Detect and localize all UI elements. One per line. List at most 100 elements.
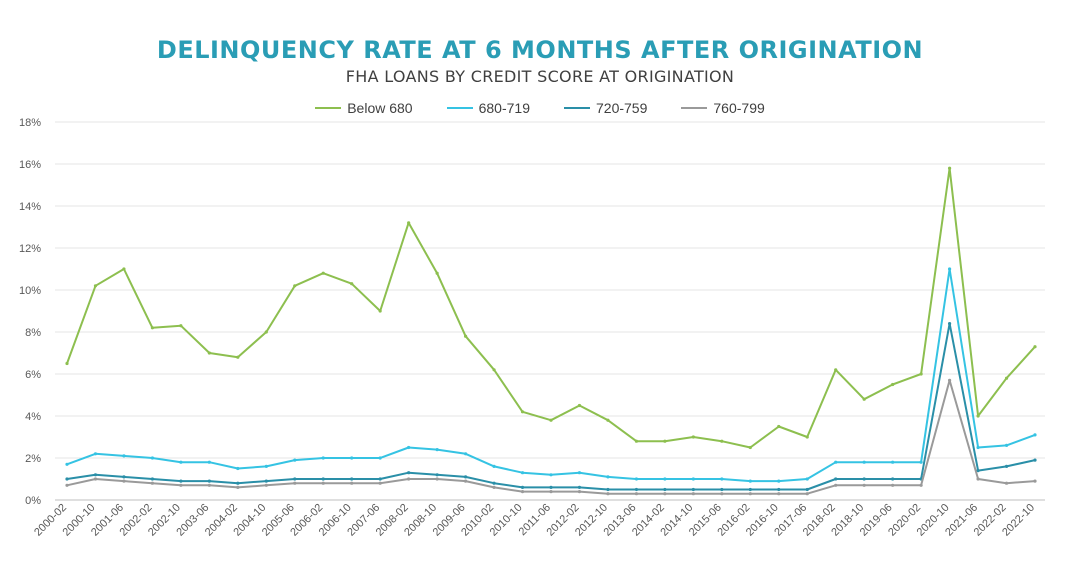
series-point-1 (947, 267, 952, 271)
series-point-0 (834, 368, 838, 372)
series-point-1 (122, 454, 126, 458)
series-line-3 (66, 379, 1036, 495)
series-point-1 (293, 458, 297, 462)
series-point-1 (691, 477, 695, 481)
series-line-2 (66, 322, 1036, 491)
series-point-3 (1033, 479, 1037, 483)
series-point-1 (407, 445, 411, 450)
series-point-3 (179, 483, 183, 487)
series-point-0 (862, 397, 866, 401)
series-point-1 (1033, 433, 1037, 437)
series-point-0 (634, 439, 639, 443)
series-point-0 (720, 439, 724, 443)
series-point-2 (264, 479, 268, 483)
series-point-3 (207, 483, 211, 487)
series-point-2 (93, 473, 98, 477)
legend-label-below-680: Below 680 (347, 100, 413, 116)
series-point-0 (378, 309, 382, 313)
series-line-1 (66, 268, 1036, 483)
series-point-0 (236, 355, 240, 359)
series-point-2 (834, 477, 838, 481)
series-point-3 (378, 481, 382, 485)
y-tick-label: 0% (25, 495, 41, 507)
series-point-1 (891, 460, 895, 464)
series-point-0 (976, 414, 980, 418)
chart-subtitle: FHA LOANS BY CREDIT SCORE AT ORIGINATION (345, 67, 735, 86)
series-point-2 (122, 475, 126, 479)
series-point-1 (862, 460, 866, 464)
legend-item-below-680: Below 680 (311, 100, 417, 116)
y-tick-label: 16% (19, 159, 41, 171)
series-point-2 (207, 479, 211, 483)
series-point-3 (549, 490, 553, 494)
legend-item-720-759: 720-759 (560, 100, 652, 116)
y-tick-label: 6% (25, 369, 41, 381)
series-point-2 (805, 487, 809, 492)
series-point-1 (720, 477, 724, 481)
series-point-2 (463, 475, 468, 479)
series-point-2 (150, 477, 155, 481)
series-point-1 (93, 452, 98, 456)
series-point-0 (122, 267, 126, 271)
series-point-3 (720, 492, 724, 496)
series-point-1 (321, 456, 325, 460)
series-point-1 (606, 475, 610, 479)
series-point-2 (577, 485, 582, 489)
series-point-3 (891, 483, 895, 487)
series-point-2 (378, 477, 382, 481)
series-point-2 (891, 477, 895, 481)
series-point-3 (634, 492, 639, 496)
series-point-2 (179, 479, 183, 483)
series-point-3 (122, 479, 126, 483)
series-point-1 (492, 464, 496, 468)
series-point-3 (691, 492, 695, 496)
series-point-0 (435, 271, 439, 275)
legend-swatch-760-799 (681, 107, 708, 109)
series-point-3 (492, 485, 496, 489)
series-point-3 (93, 477, 98, 481)
series-point-3 (777, 492, 781, 496)
series-point-0 (407, 221, 411, 225)
series-point-0 (549, 418, 553, 422)
series-point-3 (1004, 481, 1009, 485)
legend-label-720-759: 720-759 (596, 100, 648, 116)
y-tick-label: 4% (25, 411, 41, 423)
legend-label-760-799: 760-799 (713, 100, 765, 116)
chart-legend: Below 680 680-719 720-759 760-799 (0, 100, 1080, 116)
series-point-3 (350, 481, 354, 485)
series-point-3 (321, 481, 325, 485)
series-point-1 (634, 477, 639, 481)
series-point-0 (891, 382, 895, 387)
series-point-2 (748, 487, 752, 492)
series-point-1 (207, 460, 211, 464)
series-point-0 (663, 439, 667, 443)
series-point-2 (321, 477, 325, 481)
series-point-1 (435, 448, 439, 452)
series-point-1 (150, 456, 155, 460)
series-point-1 (520, 471, 525, 475)
legend-label-680-719: 680-719 (478, 100, 530, 116)
series-point-2 (1033, 458, 1037, 462)
series-point-1 (777, 479, 781, 483)
series-point-2 (520, 485, 525, 489)
series-point-0 (919, 372, 923, 376)
series-point-1 (65, 462, 69, 466)
series-point-0 (1033, 345, 1037, 349)
series-point-3 (919, 483, 923, 487)
series-point-3 (606, 492, 610, 496)
series-point-3 (264, 483, 268, 487)
series-point-1 (549, 473, 553, 477)
series-point-0 (947, 166, 952, 170)
series-point-2 (691, 487, 695, 492)
series-point-1 (805, 477, 809, 481)
series-point-3 (407, 477, 411, 481)
series-point-2 (293, 477, 297, 481)
series-point-2 (606, 487, 610, 492)
series-point-1 (463, 452, 468, 456)
series-point-0 (520, 410, 525, 414)
series-point-0 (93, 284, 98, 288)
series-point-1 (179, 460, 183, 464)
series-point-2 (236, 481, 240, 485)
series-point-3 (520, 490, 525, 494)
series-point-2 (720, 487, 724, 492)
